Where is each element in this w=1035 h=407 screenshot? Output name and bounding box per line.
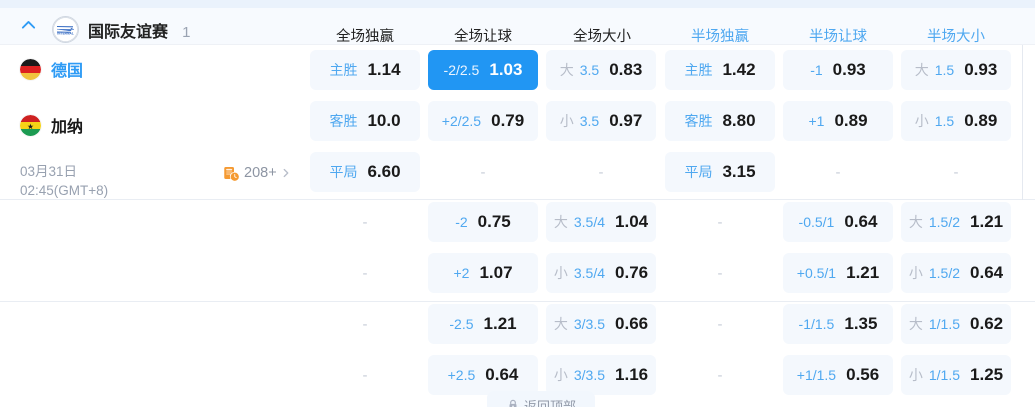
svg-text:INTERNAL: INTERNAL [57,31,74,35]
